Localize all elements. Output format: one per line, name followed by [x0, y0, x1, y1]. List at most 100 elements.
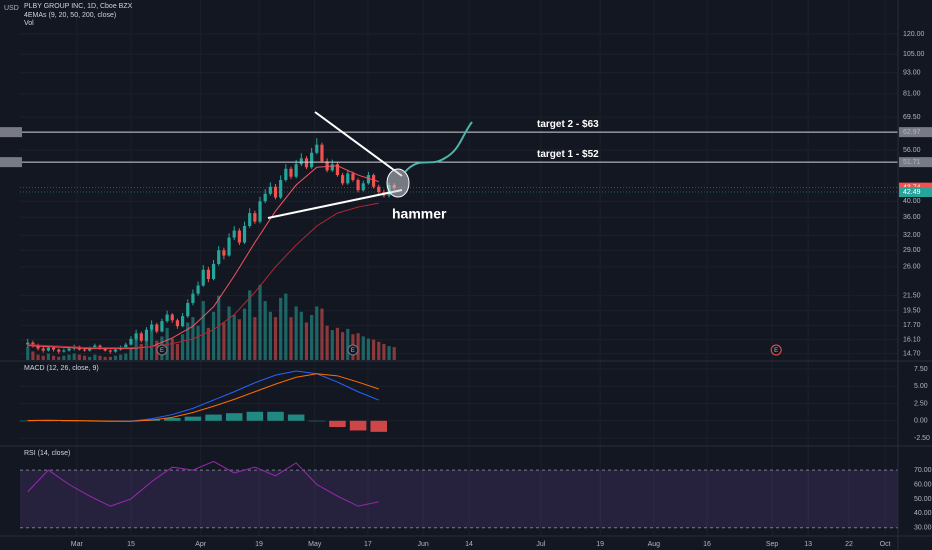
volume-bar	[366, 338, 371, 360]
volume-bar	[119, 354, 123, 360]
volume-bar	[196, 325, 200, 360]
volume-bar	[330, 330, 334, 360]
volume-label: Vol	[24, 20, 34, 27]
x-tick-label: Aug	[648, 541, 661, 548]
candle-body	[315, 144, 319, 153]
currency: USD	[4, 5, 19, 12]
candle-body	[222, 250, 226, 256]
macd-histogram	[287, 414, 305, 421]
candle-body	[144, 329, 149, 341]
macd-histogram	[225, 413, 243, 421]
candle-body	[310, 152, 314, 168]
x-tick-label: Jul	[536, 541, 545, 548]
candle-body	[351, 173, 355, 180]
trendline	[314, 111, 403, 177]
volume-bar	[289, 317, 293, 360]
earnings-marker	[770, 344, 782, 356]
y-tick-label: 36.00	[903, 214, 921, 221]
rsi-line	[27, 460, 379, 507]
volume-bar	[237, 319, 241, 360]
y-tick-label: 2.50	[914, 400, 928, 407]
x-tick-label: 16	[703, 541, 711, 548]
macd-title: MACD (12, 26, close, 9)	[24, 365, 99, 372]
volume-bar	[392, 347, 396, 360]
price-tag-bg	[899, 127, 932, 138]
candle-body	[196, 285, 200, 294]
volume-bar	[72, 353, 76, 360]
volume-bar	[103, 356, 107, 360]
y-tick-label: 29.00	[903, 247, 921, 254]
target-label: target 1 - $52	[537, 149, 599, 160]
x-tick-label: Oct	[880, 541, 891, 548]
earnings-label: E	[351, 348, 355, 354]
candle-body	[62, 350, 66, 352]
y-tick-label: 0.00	[914, 418, 928, 425]
candle-body	[248, 213, 252, 226]
volume-bar	[150, 330, 154, 360]
volume-bar	[51, 355, 56, 360]
volume-bar	[217, 295, 221, 360]
ema-line	[27, 165, 379, 350]
candle-body	[211, 263, 216, 280]
candle-body	[268, 186, 272, 194]
volume-bar	[46, 353, 50, 360]
volume-bar	[93, 354, 97, 360]
y-tick-label: 81.00	[903, 91, 921, 98]
volume-bar	[341, 332, 345, 360]
volume-bar	[82, 355, 87, 360]
volume-bar	[335, 327, 340, 360]
earnings-label: E	[774, 348, 778, 354]
candle-body	[279, 179, 283, 198]
candle-body	[304, 158, 309, 168]
candle-body	[93, 345, 97, 348]
y-tick-label: 26.00	[903, 264, 921, 271]
candle-body	[124, 344, 128, 348]
y-tick-label: 16.10	[903, 337, 921, 344]
candle-body	[294, 164, 298, 177]
volume-bar	[294, 306, 298, 360]
volume-bar	[36, 354, 40, 360]
candle-body	[113, 349, 118, 352]
candle-body	[180, 316, 185, 327]
volume-bar	[377, 341, 381, 360]
volume-bar	[263, 301, 267, 360]
y-tick-label: 50.00	[914, 496, 932, 503]
volume-bar	[346, 328, 350, 360]
volume-bar	[201, 301, 205, 360]
volume-bar	[253, 317, 257, 360]
y-tick-label: 7.50	[914, 366, 928, 373]
macd-histogram	[370, 420, 387, 432]
x-tick-label: 19	[596, 541, 604, 548]
candle-body	[201, 269, 205, 286]
volume-bar	[211, 311, 216, 360]
y-tick-label: 60.00	[914, 481, 932, 488]
candle-body	[284, 168, 288, 180]
candle-body	[160, 321, 164, 332]
y-tick-label: 69.50	[903, 114, 921, 121]
volume-bar	[113, 355, 118, 360]
x-tick-label: Jun	[417, 541, 428, 548]
candle-body	[227, 237, 231, 256]
volume-bar	[77, 354, 81, 360]
volume-bar	[175, 343, 180, 360]
annotation: hammer	[392, 206, 447, 222]
rsi-band	[20, 470, 898, 528]
candle-body	[371, 175, 376, 187]
price-tag-bg	[899, 157, 932, 168]
y-tick-label: 19.50	[903, 307, 921, 314]
candle-body	[165, 314, 169, 322]
trendline	[267, 189, 403, 219]
volume-bar	[26, 347, 30, 360]
candle-body	[242, 225, 247, 243]
candle-body	[57, 349, 61, 352]
candle-body	[258, 201, 262, 222]
x-tick-label: 15	[127, 541, 135, 548]
y-tick-label: 105.00	[903, 51, 925, 58]
y-tick-label: 14.70	[903, 350, 921, 357]
y-tick-label: 56.00	[903, 147, 921, 154]
candle-body	[361, 183, 365, 191]
candle-body	[186, 303, 190, 317]
candle-body	[206, 269, 211, 280]
macd-histogram	[19, 420, 37, 422]
